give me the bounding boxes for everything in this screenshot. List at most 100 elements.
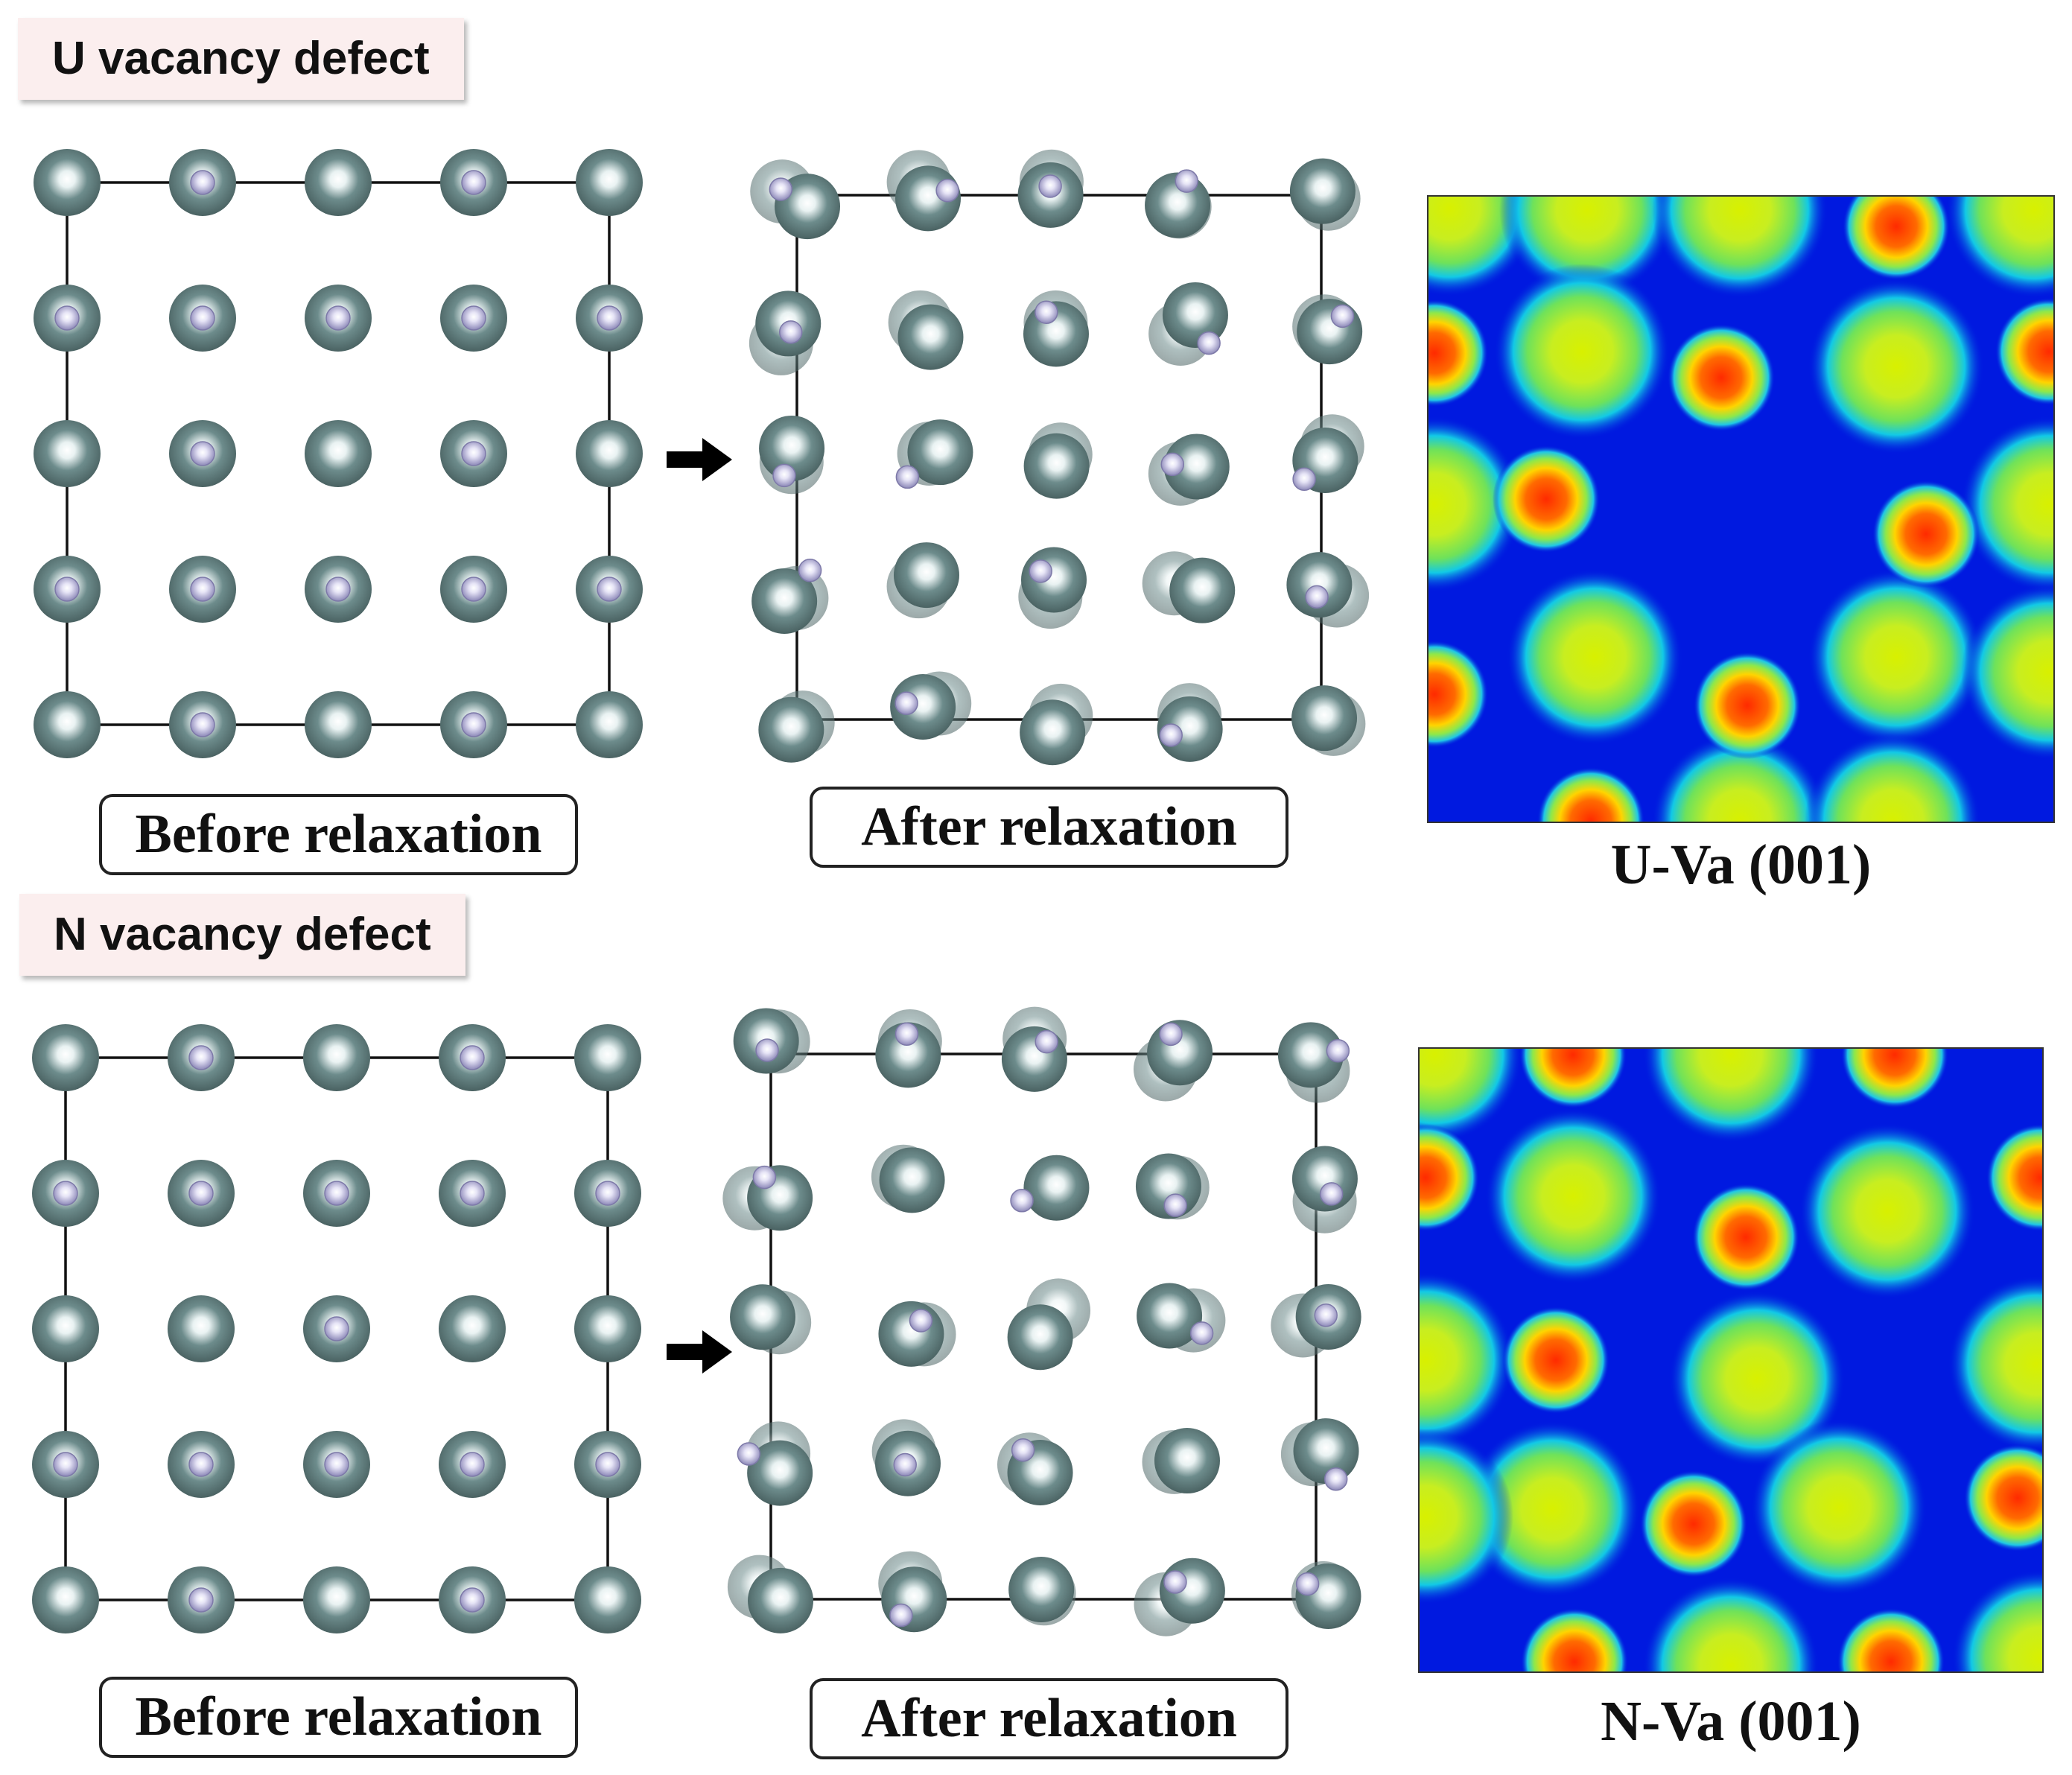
density-peak	[1692, 1184, 1799, 1291]
density-peak	[1427, 641, 1488, 748]
n-atom	[889, 1603, 913, 1628]
n-atom	[1305, 585, 1329, 609]
n-atom	[461, 441, 486, 466]
u-atom	[34, 420, 101, 487]
u-atom	[890, 673, 956, 740]
n-atom	[1010, 1189, 1034, 1213]
density-blob	[1499, 195, 1675, 298]
n-atom	[798, 558, 822, 582]
n-atom	[460, 1181, 485, 1206]
u-atom	[32, 1024, 99, 1091]
n-atom	[54, 577, 80, 602]
n-atom	[1163, 1570, 1187, 1594]
n-atom	[190, 441, 215, 466]
n-vacancy-after-structure	[722, 1006, 1361, 1636]
density-blob	[1751, 1420, 1927, 1595]
density-blob	[1418, 1047, 1522, 1143]
density-blob	[1961, 584, 2055, 760]
u-atom	[34, 149, 101, 216]
n-atom	[1160, 452, 1185, 477]
density-blob	[1485, 1108, 1661, 1284]
n-atom	[893, 1452, 917, 1477]
u-atom	[897, 304, 964, 370]
u-atom	[305, 691, 372, 758]
n-atom	[1159, 1022, 1183, 1047]
u-before-caption: Before relaxation	[99, 794, 578, 875]
n-before-caption: Before relaxation	[99, 1677, 578, 1758]
right-arrow-icon	[667, 438, 732, 481]
u-atom	[1286, 552, 1353, 618]
density-blob	[1948, 1276, 2044, 1452]
density-blob	[1961, 416, 2055, 592]
density-peak	[1502, 1306, 1609, 1414]
n-atom	[460, 1587, 485, 1613]
n-atom	[1175, 169, 1198, 193]
u-atom	[305, 149, 372, 216]
n-atom	[1323, 1467, 1348, 1491]
n-atom	[737, 1442, 761, 1466]
density-peak	[1537, 767, 1644, 823]
u-atom	[439, 1295, 506, 1362]
u-atom	[730, 1284, 796, 1350]
u-atom	[1023, 433, 1090, 499]
n-atom	[324, 1452, 349, 1477]
n-vacancy-label: N vacancy defect	[19, 894, 465, 976]
n-atom	[190, 170, 215, 195]
n-atom	[895, 465, 920, 489]
n-atom	[597, 305, 622, 331]
n-atom	[909, 1309, 933, 1333]
u-atom	[574, 1295, 641, 1362]
n-vacancy-before-structure	[32, 1024, 641, 1633]
n-atom	[188, 1045, 214, 1070]
density-peak	[1640, 1470, 1747, 1578]
u-atom	[1169, 557, 1236, 623]
n-atom	[894, 691, 918, 715]
u-atom	[574, 1566, 641, 1633]
density-peak	[1418, 1124, 1479, 1231]
u-atom	[576, 691, 643, 758]
n-atom	[190, 305, 215, 331]
n-atom	[1035, 1029, 1058, 1054]
density-peak	[1837, 1608, 1945, 1673]
n-atom	[769, 177, 793, 201]
u-atom	[168, 1295, 235, 1362]
n-atom	[1295, 1572, 1320, 1596]
u-atom	[1162, 282, 1228, 348]
u-atom	[576, 420, 643, 487]
u-atom	[751, 568, 818, 634]
n-atom	[1189, 1321, 1214, 1345]
n-after-caption: After relaxation	[810, 1678, 1288, 1759]
u-after-caption: After relaxation	[810, 787, 1288, 868]
density-peak	[1493, 445, 1600, 553]
u-atom	[875, 1022, 941, 1088]
n-atom	[188, 1452, 214, 1477]
n-atom	[755, 1038, 779, 1062]
u-atom	[1001, 1026, 1067, 1092]
u-vacancy-charge-density-map	[1427, 195, 2055, 823]
density-peak	[1986, 1124, 2044, 1231]
density-blob	[1464, 1421, 1640, 1597]
density-blob	[1808, 569, 1984, 745]
n-atom	[461, 305, 486, 331]
n-atom	[324, 1181, 349, 1206]
u-atom	[881, 1566, 947, 1633]
n-atom	[1011, 1438, 1035, 1462]
n-atom	[597, 577, 622, 602]
u-atom	[1163, 434, 1230, 500]
n-atom	[1035, 300, 1058, 324]
density-peak	[1427, 299, 1488, 407]
n-atom	[778, 320, 803, 344]
u-atom	[1008, 1557, 1075, 1623]
n-atom	[461, 712, 486, 737]
n-atom	[188, 1181, 214, 1206]
density-blob	[1805, 733, 1980, 823]
density-blob	[1643, 1047, 1819, 1143]
u-atom	[1020, 699, 1086, 766]
u-vacancy-label: U vacancy defect	[18, 18, 464, 100]
n-atom	[325, 305, 351, 331]
density-peak	[1841, 1047, 1948, 1108]
n-atom	[772, 463, 796, 488]
n-atom	[894, 1022, 919, 1046]
u-atom	[1289, 158, 1356, 224]
u-atom	[747, 1440, 813, 1506]
